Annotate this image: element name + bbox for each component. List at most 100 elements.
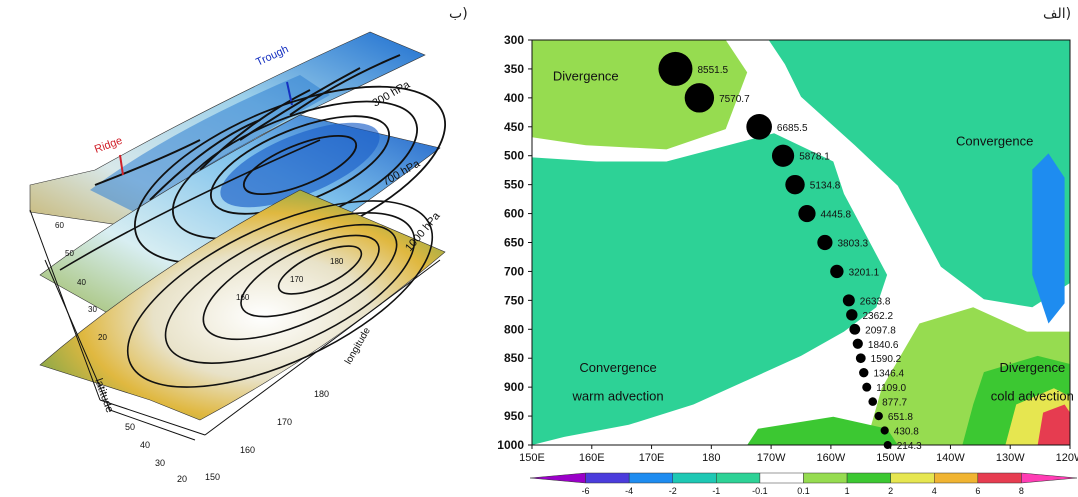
colorbar-swatch: [890, 472, 935, 484]
height-marker: [658, 51, 693, 86]
lat-tick: 40: [77, 278, 86, 287]
height-marker: [746, 113, 772, 140]
lat-tick: 20: [177, 474, 187, 484]
contour-label: 180: [330, 257, 344, 266]
pressure-layers-diagram: Ridge Trough 300 hPa 700 hPa 160 170 180…: [29, 31, 446, 484]
height-marker: [684, 83, 715, 113]
y-tick-label: 350: [504, 62, 524, 76]
height-marker: [880, 426, 889, 435]
lat-tick: 30: [88, 305, 97, 314]
lon-tick: 150: [205, 472, 220, 482]
height-marker: [842, 294, 855, 307]
lat-tick: 20: [98, 333, 107, 342]
contour-label: 170: [290, 275, 304, 284]
height-value-label: 1346.4: [873, 369, 904, 380]
height-value-label: 3803.3: [837, 239, 868, 250]
height-marker: [785, 174, 805, 195]
colorbar-tick-label: 4: [932, 486, 937, 496]
ridge-label: Ridge: [93, 135, 124, 156]
y-tick-label: 950: [504, 409, 524, 423]
lat-tick: 60: [55, 221, 64, 230]
colorbar-swatch: [846, 472, 891, 484]
height-value-label: 6685.5: [777, 123, 808, 134]
height-value-label: 877.7: [882, 398, 907, 409]
panel-label-left: ب): [449, 6, 468, 22]
x-tick-label: 170W: [757, 452, 786, 464]
lat-tick: 30: [155, 458, 165, 468]
height-value-label: 2633.8: [860, 296, 891, 307]
x-tick-label: 120W: [1056, 452, 1078, 464]
height-marker: [830, 264, 844, 279]
height-value-label: 3201.1: [849, 267, 880, 278]
height-value-label: 430.8: [894, 427, 919, 438]
colorbar-tick-label: -4: [625, 486, 633, 496]
plot-area: [531, 39, 1071, 446]
divergence-max-region: [1037, 404, 1070, 445]
height-value-label: 8551.5: [697, 65, 728, 76]
region-label: Convergence: [579, 360, 656, 375]
y-tick-label: 700: [504, 264, 524, 278]
height-marker: [883, 441, 892, 449]
y-tick-label: 600: [504, 207, 524, 221]
height-marker: [846, 309, 858, 321]
strong-convergence-region: [1032, 153, 1065, 324]
y-tick-label: 850: [504, 351, 524, 365]
region-label: Divergence: [553, 69, 619, 84]
colorbar-swatch: [529, 472, 586, 484]
height-marker: [859, 367, 869, 378]
lat-tick: 50: [125, 422, 135, 432]
divergence-region: [532, 40, 748, 150]
height-value-label: 5878.1: [799, 152, 830, 163]
region-label: Convergence: [956, 133, 1033, 148]
x-tick-label: 140W: [936, 452, 965, 464]
colorbar-tick-label: 6: [975, 486, 980, 496]
y-tick-label: 300: [504, 33, 524, 47]
surface-divergence-region: [747, 416, 898, 445]
colorbar-swatch: [803, 472, 848, 484]
convergence-region-east: [768, 40, 1070, 308]
colorbar-tick-label: -1: [712, 486, 720, 496]
height-marker: [798, 204, 816, 223]
panel-label-right: الف): [1043, 6, 1072, 22]
height-value-label: 1109.0: [876, 383, 906, 394]
height-marker: [855, 353, 866, 364]
data-points: 8551.5 7570.7 6685.5 5878.1 5134.8 4445.8 3803…: [658, 51, 922, 452]
colorbar-swatch: [672, 472, 717, 484]
x-tick-label: 170E: [639, 452, 665, 464]
longitude-axis-title: longitude: [343, 325, 373, 366]
colorbar-tick-label: 2: [888, 486, 893, 496]
y-tick-label: 650: [504, 236, 524, 250]
region-labels: Divergence Convergence Convergence warm adv…: [553, 69, 1074, 404]
colorbar-swatch: [1021, 472, 1078, 484]
colorbar-tick-label: -2: [669, 486, 677, 496]
height-marker: [852, 338, 863, 349]
x-tick-label: 150E: [519, 452, 545, 464]
x-tick-label: 150W: [876, 452, 905, 464]
y-axis: 300 350 400 450 500 550 600 650 700 750 800 850 900 9…: [497, 33, 532, 452]
height-value-label: 5134.8: [810, 181, 841, 192]
y-tick-label: 900: [504, 380, 524, 394]
trough-label: Trough: [254, 43, 290, 68]
region-label: Divergence: [999, 360, 1065, 375]
height-marker: [771, 144, 795, 167]
convergence-region-west: [532, 133, 888, 445]
height-value-label: 4445.8: [821, 210, 852, 221]
height-value-label: 2362.2: [862, 311, 893, 322]
layer-1000hpa: 160 170 180: [39, 189, 446, 421]
colorbar: -6 -4 -2 -1 -0.1 0.1 1 2 4 6 8: [529, 472, 1078, 496]
height-value-label: 651.8: [888, 412, 913, 423]
x-axis: 150E 160E 170E 180 170W 160W 150W 140W 130W 120W: [519, 445, 1078, 464]
y-tick-label: 1000: [497, 438, 524, 452]
colorbar-tick-label: 8: [1019, 486, 1024, 496]
height-value-label: 1590.2: [871, 354, 902, 365]
height-value-label: 7570.7: [719, 94, 750, 105]
lon-tick: 180: [314, 389, 329, 399]
colorbar-swatch: [585, 472, 630, 484]
y-tick-label: 400: [504, 91, 524, 105]
height-marker: [849, 323, 861, 335]
trough-marker: [286, 81, 293, 106]
ridge-marker: [119, 154, 124, 176]
vertical-section-chart: 300 350 400 450 500 550 600 650 700 750 800 850 900 9…: [497, 33, 1078, 496]
colorbar-tick-label: -0.1: [752, 486, 768, 496]
colorbar-tick-label: 1: [845, 486, 850, 496]
